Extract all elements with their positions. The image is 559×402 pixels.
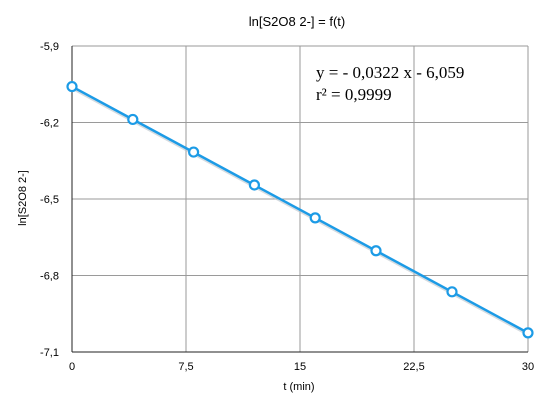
y-tick-label: -6,8 xyxy=(40,271,59,283)
y-tick-label: -6,2 xyxy=(40,118,59,130)
trendline-shadow xyxy=(72,87,530,337)
data-point xyxy=(248,179,260,191)
data-point xyxy=(127,113,139,126)
axes xyxy=(71,46,528,353)
chart-title: ln[S2O8 2-] = f(t) xyxy=(249,14,345,29)
r2-label: r² = 0,9999 xyxy=(316,85,392,104)
y-tick-label: -6,5 xyxy=(40,194,59,206)
tick-labels: -5,9 -6,2 -6,5 -6,8 -7,1 0 7,5 15 22,5 30 xyxy=(40,41,534,373)
data-point xyxy=(66,80,78,93)
equation-label: y = - 0,0322 x - 6,059 xyxy=(316,63,464,82)
data-point xyxy=(309,212,321,224)
data-point xyxy=(370,245,382,257)
x-tick-label: 7,5 xyxy=(178,361,193,373)
x-tick-label: 22,5 xyxy=(403,361,424,373)
y-tick-label: -5,9 xyxy=(40,41,59,53)
y-tick-label: -7,1 xyxy=(40,347,59,359)
x-tick-label: 15 xyxy=(294,361,306,373)
y-axis-label: ln[S2O8 2-] xyxy=(17,170,29,226)
data-point xyxy=(446,286,458,298)
data-point xyxy=(522,327,534,339)
grid xyxy=(71,45,529,353)
data-point xyxy=(188,146,200,158)
data-points xyxy=(66,80,534,339)
x-tick-label: 30 xyxy=(522,361,534,373)
x-axis-label: t (min) xyxy=(283,381,314,393)
x-tick-label: 0 xyxy=(69,361,75,373)
